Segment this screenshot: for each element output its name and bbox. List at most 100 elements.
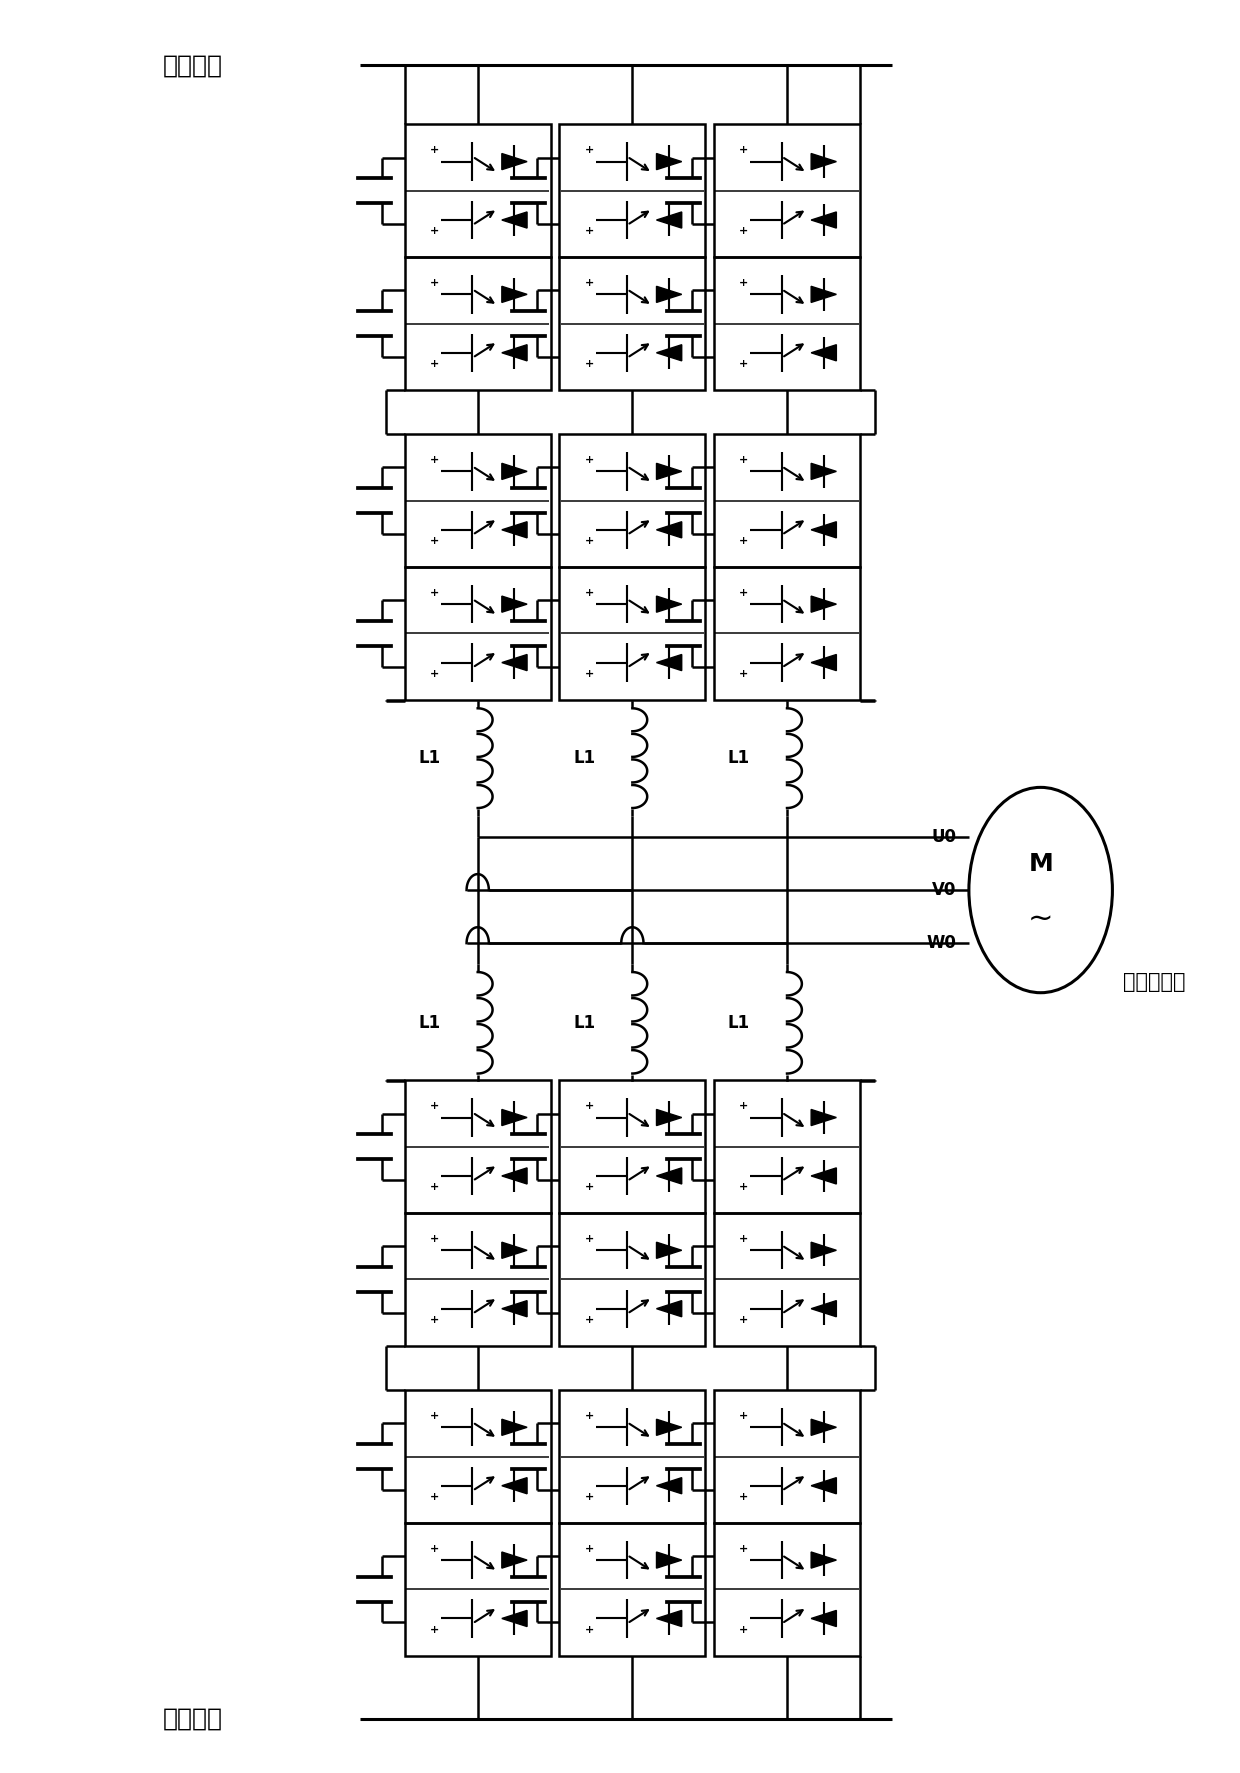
Polygon shape (811, 596, 836, 612)
Text: ~: ~ (1028, 904, 1054, 933)
Text: +: + (430, 589, 439, 598)
Text: +: + (584, 1101, 594, 1112)
Text: L1: L1 (573, 750, 595, 768)
Text: +: + (584, 1624, 594, 1635)
Polygon shape (811, 1551, 836, 1567)
Text: +: + (584, 145, 594, 156)
Polygon shape (811, 1301, 836, 1317)
Text: +: + (430, 535, 439, 546)
Bar (404, 1523, 551, 1656)
Polygon shape (656, 1168, 682, 1184)
Text: +: + (430, 227, 439, 236)
Bar (404, 124, 551, 257)
Text: +: + (430, 145, 439, 156)
Text: +: + (584, 456, 594, 465)
Bar (714, 567, 861, 700)
Bar (559, 257, 706, 390)
Text: +: + (430, 456, 439, 465)
Bar (714, 1080, 861, 1213)
Polygon shape (502, 1168, 527, 1184)
Text: +: + (430, 1544, 439, 1553)
Polygon shape (811, 1168, 836, 1184)
Text: +: + (584, 1234, 594, 1245)
Text: M: M (1028, 853, 1053, 876)
Text: +: + (430, 358, 439, 369)
Bar (714, 1390, 861, 1523)
Text: +: + (739, 1234, 749, 1245)
Bar (404, 1080, 551, 1213)
Text: +: + (584, 668, 594, 679)
Bar (559, 1523, 706, 1656)
Text: +: + (430, 1491, 439, 1502)
Text: +: + (739, 456, 749, 465)
Bar (404, 1213, 551, 1346)
Polygon shape (656, 596, 682, 612)
Text: 母线电压: 母线电压 (164, 1706, 223, 1730)
Polygon shape (502, 463, 527, 479)
Bar (714, 257, 861, 390)
Text: +: + (430, 1316, 439, 1324)
Polygon shape (811, 285, 836, 303)
Text: +: + (739, 1544, 749, 1553)
Polygon shape (811, 654, 836, 670)
Text: V0: V0 (932, 881, 956, 899)
Text: +: + (430, 1411, 439, 1422)
Polygon shape (502, 596, 527, 612)
Bar (559, 1080, 706, 1213)
Polygon shape (502, 1243, 527, 1259)
Bar (714, 1213, 861, 1346)
Text: U0: U0 (931, 828, 956, 846)
Polygon shape (811, 1110, 836, 1126)
Text: +: + (739, 278, 749, 289)
Polygon shape (656, 1551, 682, 1567)
Polygon shape (502, 154, 527, 170)
Polygon shape (811, 213, 836, 229)
Polygon shape (811, 1610, 836, 1626)
Text: L1: L1 (418, 1014, 440, 1032)
Polygon shape (656, 213, 682, 229)
Text: +: + (430, 668, 439, 679)
Polygon shape (656, 521, 682, 537)
Text: +: + (430, 1183, 439, 1191)
Text: +: + (584, 227, 594, 236)
Text: +: + (430, 1101, 439, 1112)
Text: +: + (430, 1624, 439, 1635)
Polygon shape (811, 344, 836, 362)
Bar (559, 1213, 706, 1346)
Text: +: + (739, 358, 749, 369)
Text: +: + (739, 1183, 749, 1191)
Polygon shape (811, 1477, 836, 1495)
Polygon shape (656, 285, 682, 303)
Text: +: + (584, 358, 594, 369)
Polygon shape (811, 521, 836, 537)
Text: +: + (739, 1101, 749, 1112)
Polygon shape (656, 1477, 682, 1495)
Bar (404, 434, 551, 567)
Polygon shape (656, 1610, 682, 1626)
Polygon shape (656, 1243, 682, 1259)
Polygon shape (502, 213, 527, 229)
Bar (714, 434, 861, 567)
Bar (559, 124, 706, 257)
Polygon shape (811, 154, 836, 170)
Text: L1: L1 (573, 1014, 595, 1032)
Bar (559, 434, 706, 567)
Text: +: + (430, 1234, 439, 1245)
Polygon shape (656, 654, 682, 670)
Text: +: + (584, 1316, 594, 1324)
Bar (559, 1390, 706, 1523)
Polygon shape (656, 344, 682, 362)
Polygon shape (811, 1418, 836, 1436)
Polygon shape (502, 1477, 527, 1495)
Text: +: + (584, 589, 594, 598)
Text: +: + (584, 278, 594, 289)
Text: +: + (584, 1544, 594, 1553)
Text: 水轮发电机: 水轮发电机 (1123, 972, 1185, 993)
Text: +: + (739, 668, 749, 679)
Polygon shape (502, 521, 527, 537)
Text: 母线电压: 母线电压 (164, 53, 223, 76)
Text: L1: L1 (728, 1014, 750, 1032)
Text: +: + (739, 1411, 749, 1422)
Bar (404, 1390, 551, 1523)
Bar (404, 257, 551, 390)
